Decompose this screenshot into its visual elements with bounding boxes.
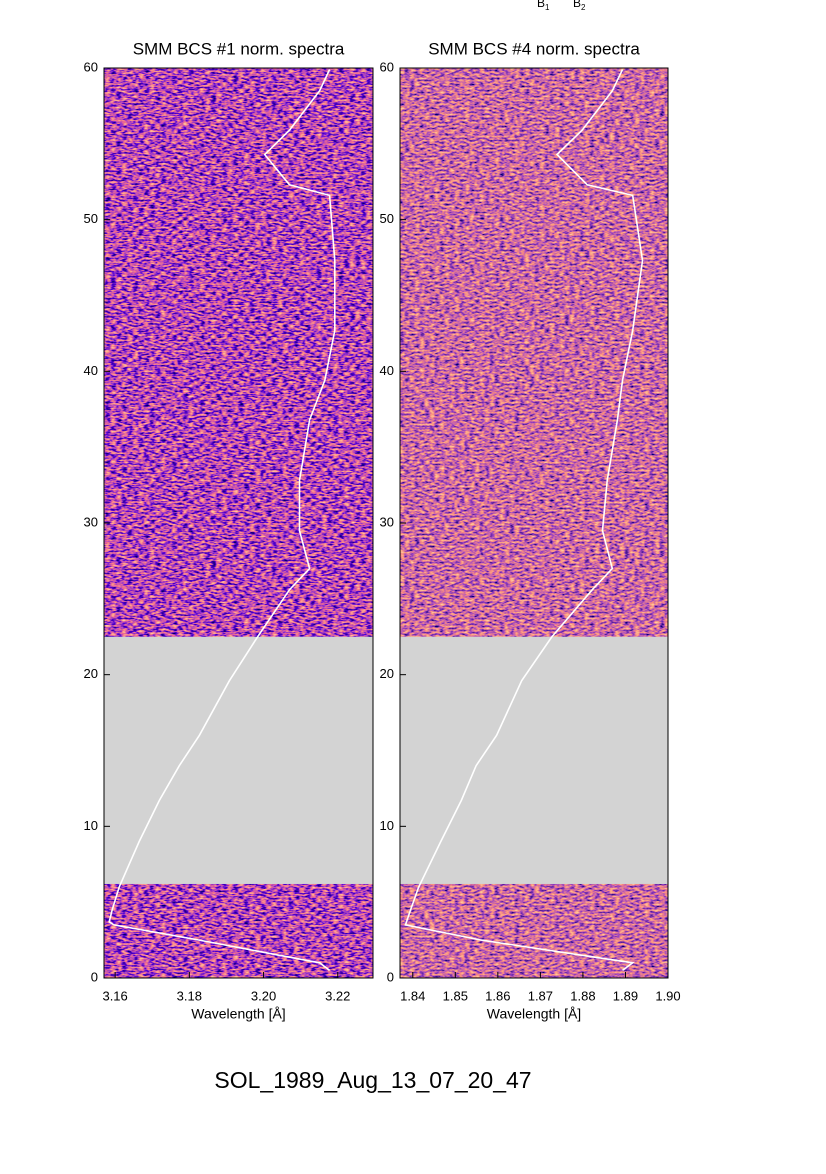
- x-axis-label: Wavelength [Å]: [487, 1006, 581, 1022]
- x-tick-label: 1.88: [570, 988, 595, 1003]
- plot-area: [104, 68, 373, 978]
- light-curve: [108, 69, 336, 972]
- y-tick-label: 0: [387, 969, 394, 984]
- y-tick-label: 50: [84, 211, 98, 226]
- x-tick-label: 1.87: [528, 988, 553, 1003]
- y-tick-label: 40: [84, 363, 98, 378]
- footer: SOL_1989_Aug_13_07_20_47: [214, 1067, 531, 1093]
- annotation: B2: [573, 0, 586, 12]
- y-tick-label: 30: [84, 514, 98, 529]
- x-tick-label: 1.89: [613, 988, 638, 1003]
- light-curve: [404, 69, 644, 972]
- annotation: B1: [537, 0, 550, 12]
- x-tick-label: 3.18: [177, 988, 202, 1003]
- y-tick-label: 10: [380, 818, 394, 833]
- x-tick-label: 1.90: [655, 988, 680, 1003]
- panel-title: SMM BCS #1 norm. spectra: [133, 39, 345, 58]
- y-tick-label: 0: [91, 969, 98, 984]
- y-tick-label: 60: [84, 59, 98, 74]
- panel-title: SMM BCS #4 norm. spectra: [428, 39, 640, 58]
- y-tick-label: 50: [380, 211, 394, 226]
- x-tick-label: 1.85: [443, 988, 468, 1003]
- x-tick-label: 1.86: [485, 988, 510, 1003]
- plot-area: [400, 68, 668, 978]
- x-tick-label: 3.16: [102, 988, 127, 1003]
- data-gap: [400, 636, 668, 884]
- x-axis-label: Wavelength [Å]: [191, 1006, 285, 1022]
- y-tick-label: 40: [380, 363, 394, 378]
- data-gap: [104, 636, 373, 884]
- x-tick-label: 3.20: [251, 988, 276, 1003]
- y-tick-label: 20: [380, 666, 394, 681]
- y-tick-label: 10: [84, 818, 98, 833]
- x-tick-label: 1.84: [400, 988, 425, 1003]
- y-tick-label: 60: [380, 59, 394, 74]
- y-tick-label: 20: [84, 666, 98, 681]
- x-tick-label: 3.22: [325, 988, 350, 1003]
- y-tick-label: 30: [380, 514, 394, 529]
